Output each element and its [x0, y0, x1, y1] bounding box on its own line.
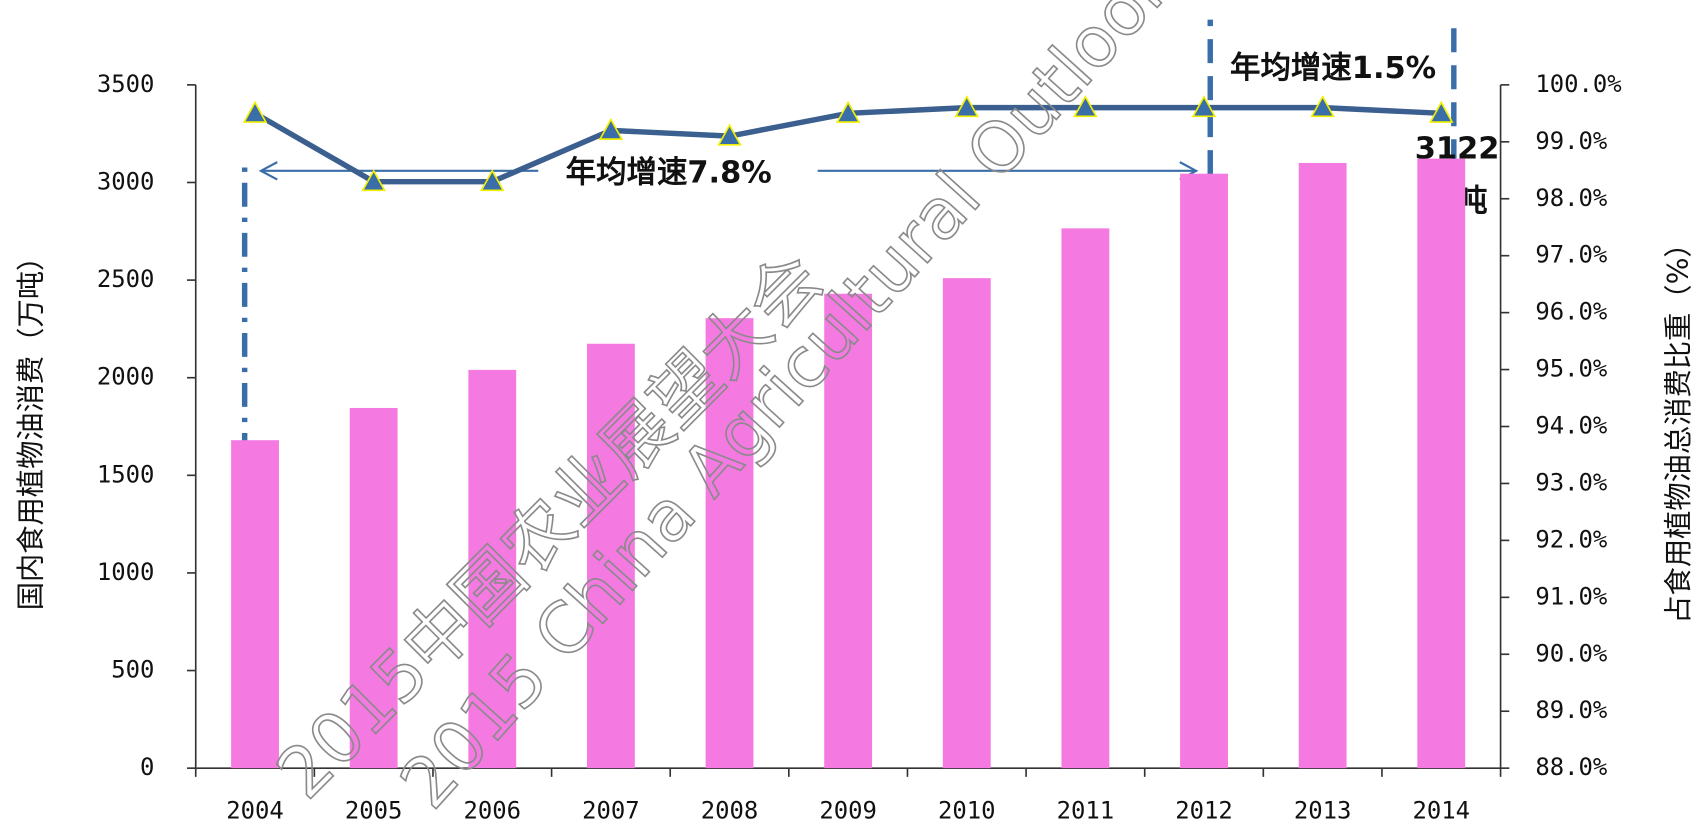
x-tick-label: 2014	[1412, 797, 1470, 825]
x-tick-label: 2008	[701, 797, 759, 825]
y2-tick-label: 100.0%	[1535, 70, 1621, 98]
y2-tick-label: 99.0%	[1535, 127, 1607, 155]
y2-tick-label: 88.0%	[1535, 753, 1607, 781]
marker	[717, 123, 742, 146]
x-tick-label: 2013	[1294, 797, 1352, 825]
marker	[1191, 95, 1217, 118]
y2-tick-label: 89.0%	[1535, 696, 1607, 724]
y2-tick-label: 96.0%	[1535, 298, 1607, 326]
y2-tick-label: 92.0%	[1535, 525, 1607, 553]
x-tick-label: 2012	[1175, 797, 1233, 825]
y-tick-label: 2500	[97, 265, 155, 293]
y-tick-label: 3500	[97, 70, 155, 98]
bar	[1298, 162, 1347, 769]
bar	[705, 318, 754, 769]
bar	[468, 369, 517, 769]
y2-tick-label: 97.0%	[1535, 241, 1607, 269]
marker	[1310, 95, 1335, 118]
marker	[598, 117, 624, 140]
bar	[231, 440, 279, 769]
bar	[1417, 158, 1466, 769]
y-tick-label: 500	[111, 656, 154, 684]
x-tick-label: 2010	[938, 797, 996, 825]
x-tick-label: 2007	[582, 797, 640, 825]
y-tick-label: 3000	[97, 167, 155, 195]
y2-tick-label: 94.0%	[1535, 412, 1607, 440]
x-tick-label: 2009	[819, 797, 877, 825]
x-tick-label: 2005	[345, 797, 403, 825]
y2-tick-label: 98.0%	[1535, 184, 1607, 212]
annotation: 年均增速7.8%	[566, 156, 772, 191]
x-tick-label: 2011	[1057, 797, 1115, 825]
bar	[824, 293, 873, 769]
bar	[942, 278, 991, 769]
y-tick-label: 1000	[97, 558, 155, 586]
y2-tick-label: 90.0%	[1535, 639, 1607, 667]
marker	[242, 100, 268, 123]
y2-axis-label: 占食用植物油总消费比重（%）	[1662, 229, 1695, 623]
marker	[954, 95, 980, 118]
marker	[1073, 95, 1098, 118]
marker	[480, 169, 505, 192]
y-tick-label: 1500	[97, 460, 155, 488]
y2-tick-label: 93.0%	[1535, 468, 1607, 496]
bar	[586, 343, 635, 769]
bar	[1061, 228, 1110, 769]
marker	[1429, 100, 1454, 123]
x-tick-label: 2006	[464, 797, 522, 825]
annotation: 年均增速1.5%	[1230, 51, 1436, 86]
bar	[1180, 173, 1228, 769]
y2-tick-label: 95.0%	[1535, 355, 1607, 383]
marker	[835, 100, 861, 123]
marker	[361, 169, 386, 192]
bar	[349, 407, 398, 769]
x-tick-label: 2004	[226, 797, 284, 825]
y-tick-label: 2000	[97, 363, 155, 391]
y2-tick-label: 91.0%	[1535, 582, 1607, 610]
y-axis-label: 国内食用植物油消费（万吨）	[15, 243, 48, 611]
y-tick-label: 0	[140, 753, 154, 781]
